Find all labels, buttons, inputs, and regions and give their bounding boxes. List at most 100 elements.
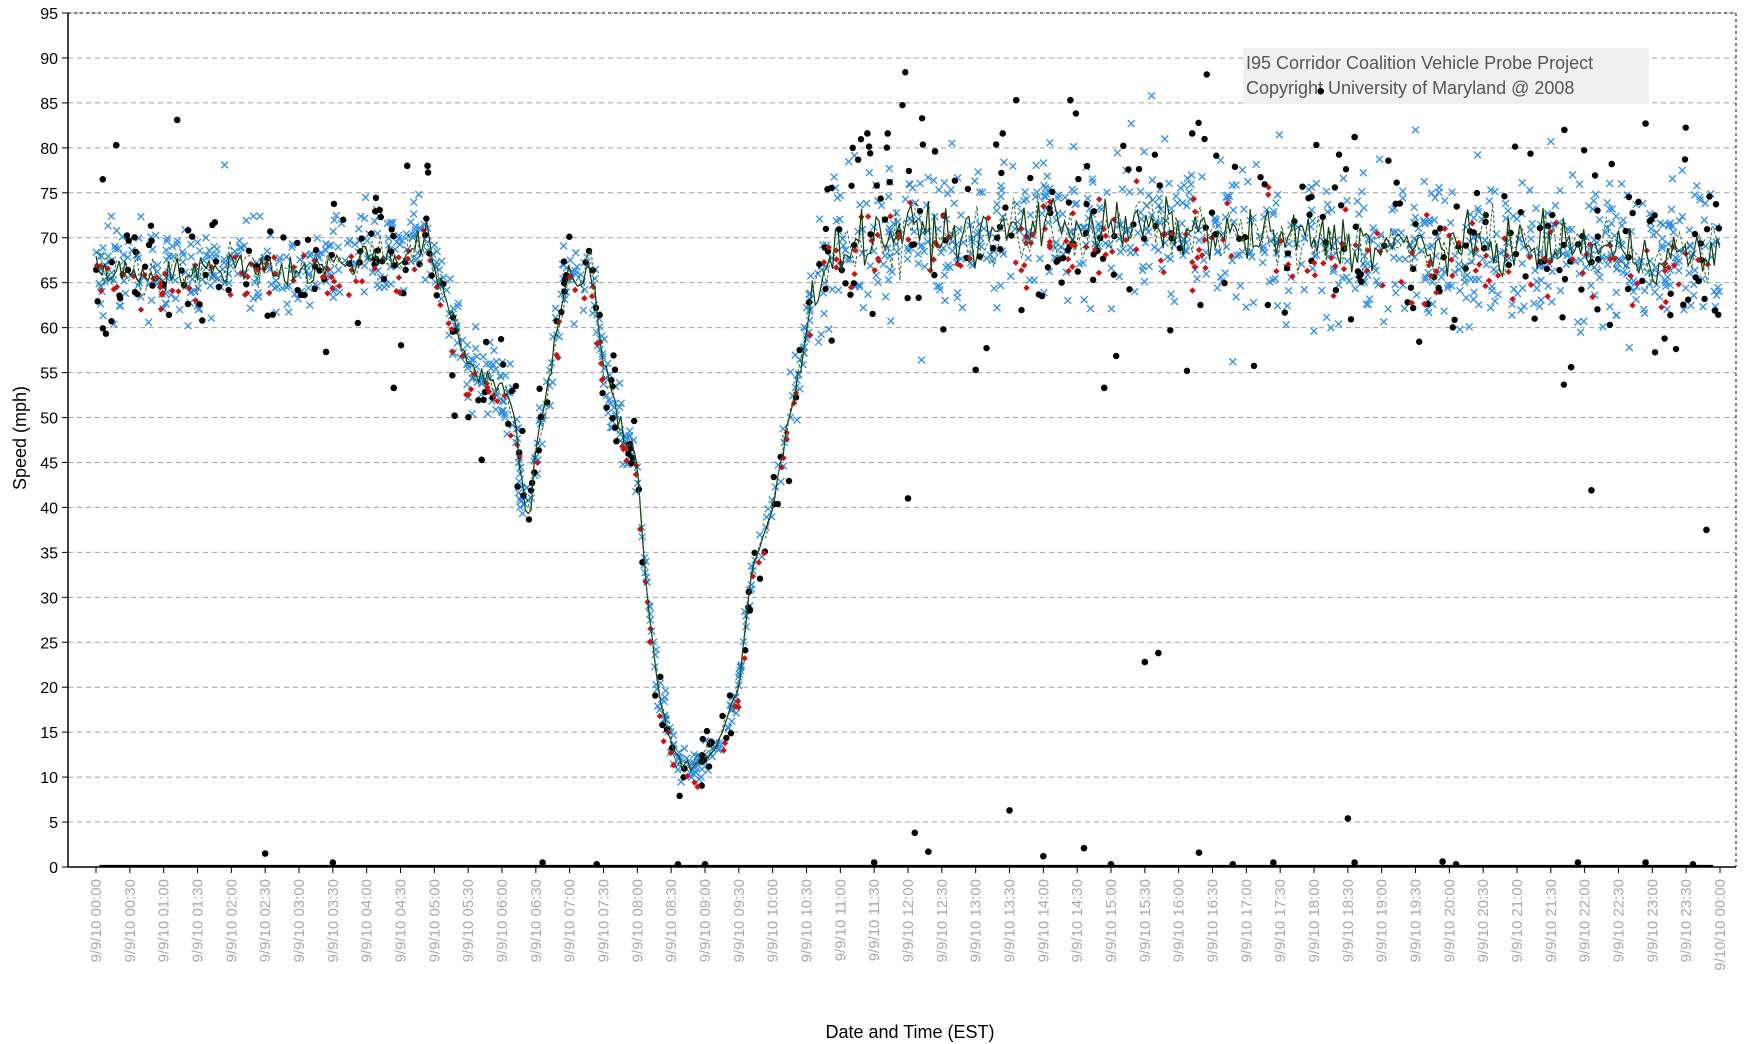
blue-point bbox=[1619, 268, 1627, 277]
red-point bbox=[329, 285, 336, 292]
y-tick-label: 55 bbox=[40, 366, 58, 383]
blue-point bbox=[1401, 255, 1410, 264]
blue-point bbox=[186, 240, 195, 249]
blue-point bbox=[548, 378, 557, 387]
blue-point bbox=[1535, 302, 1544, 311]
black-point bbox=[108, 259, 115, 266]
blue-point bbox=[1167, 290, 1175, 299]
black-point bbox=[751, 549, 758, 556]
black-point bbox=[1156, 182, 1163, 189]
blue-point bbox=[950, 199, 959, 208]
blue-point bbox=[1357, 187, 1366, 196]
x-tick-label: 9/9/10 08:00 bbox=[629, 879, 646, 962]
black-point bbox=[433, 292, 440, 299]
series-average-line bbox=[95, 193, 1721, 773]
red-point bbox=[113, 283, 121, 291]
blue-point bbox=[1284, 286, 1293, 295]
blue-point bbox=[1486, 186, 1495, 194]
blue-point bbox=[1165, 179, 1173, 188]
red-point bbox=[1224, 200, 1231, 207]
y-tick-label: 45 bbox=[40, 455, 58, 472]
black-point bbox=[1099, 255, 1107, 262]
black-point bbox=[1195, 849, 1203, 856]
blue-point bbox=[1448, 188, 1457, 197]
red-point bbox=[619, 442, 626, 450]
blue-point bbox=[1210, 214, 1219, 223]
black-point bbox=[774, 500, 782, 508]
blue-point bbox=[1032, 161, 1041, 170]
blue-point bbox=[325, 241, 333, 250]
blue-point bbox=[99, 311, 107, 320]
black-point bbox=[1642, 120, 1649, 127]
blue-point bbox=[1199, 256, 1208, 265]
black-point bbox=[465, 413, 472, 421]
red-point bbox=[833, 256, 840, 263]
blue-point bbox=[99, 243, 107, 252]
x-tick-label: 9/9/10 02:30 bbox=[257, 879, 274, 962]
red-point bbox=[598, 376, 606, 384]
black-point bbox=[1241, 234, 1249, 241]
red-point bbox=[1364, 247, 1371, 254]
black-point bbox=[1622, 227, 1630, 235]
x-tick-label: 9/9/10 10:30 bbox=[799, 879, 816, 962]
blue-point bbox=[1071, 200, 1079, 209]
blue-point bbox=[1323, 200, 1332, 209]
black-point bbox=[916, 207, 924, 215]
black-point bbox=[603, 404, 610, 411]
red-point bbox=[806, 331, 814, 339]
blue-point bbox=[496, 372, 505, 381]
red-point bbox=[1330, 292, 1337, 300]
blue-point bbox=[551, 304, 560, 313]
black-point bbox=[1342, 166, 1350, 173]
black-point bbox=[972, 366, 979, 374]
black-point bbox=[403, 162, 411, 170]
red-point bbox=[553, 351, 560, 359]
red-point bbox=[1445, 232, 1453, 239]
x-tick-label: 9/9/10 21:00 bbox=[1509, 879, 1526, 962]
blue-point bbox=[844, 157, 853, 166]
red-point bbox=[1328, 254, 1335, 262]
blue-point bbox=[498, 406, 506, 415]
blue-point bbox=[483, 410, 492, 418]
blue-point bbox=[430, 261, 439, 270]
blue-point bbox=[1419, 216, 1428, 225]
blue-point bbox=[406, 218, 415, 226]
black-point bbox=[1437, 225, 1444, 232]
black-point bbox=[1505, 261, 1512, 269]
blue-point bbox=[384, 241, 393, 250]
blue-point bbox=[957, 211, 965, 219]
red-point bbox=[467, 386, 475, 393]
x-tick-label: 9/9/10 04:30 bbox=[393, 879, 410, 962]
red-point bbox=[851, 247, 859, 254]
black-point bbox=[1308, 193, 1315, 200]
black-point bbox=[1639, 277, 1646, 285]
blue-point bbox=[306, 251, 314, 260]
blue-point bbox=[974, 168, 982, 176]
black-point bbox=[1112, 352, 1120, 360]
red-point bbox=[731, 703, 739, 710]
black-point bbox=[1531, 315, 1538, 322]
x-tick-label: 9/9/10 06:00 bbox=[494, 879, 511, 962]
black-point bbox=[822, 285, 829, 293]
red-point bbox=[623, 457, 630, 464]
black-point bbox=[508, 387, 516, 395]
blue-point bbox=[104, 222, 112, 230]
x-tick-label: 9/9/10 20:30 bbox=[1475, 879, 1492, 962]
blue-point bbox=[1269, 210, 1278, 219]
y-tick-label: 95 bbox=[40, 6, 58, 23]
black-point bbox=[919, 141, 927, 148]
black-point bbox=[1691, 230, 1699, 238]
black-point bbox=[1588, 487, 1595, 494]
black-point bbox=[1559, 314, 1566, 321]
red-point bbox=[1273, 267, 1280, 275]
red-point bbox=[1069, 210, 1077, 217]
blue-point bbox=[1327, 206, 1336, 214]
blue-point bbox=[815, 215, 824, 223]
x-tick-label: 9/9/10 00:00 bbox=[88, 879, 105, 962]
blue-point bbox=[1138, 266, 1147, 275]
black-point bbox=[854, 156, 862, 163]
blue-point bbox=[937, 248, 945, 257]
black-point bbox=[125, 237, 132, 244]
black-point bbox=[902, 69, 909, 76]
red-point bbox=[1547, 228, 1554, 235]
